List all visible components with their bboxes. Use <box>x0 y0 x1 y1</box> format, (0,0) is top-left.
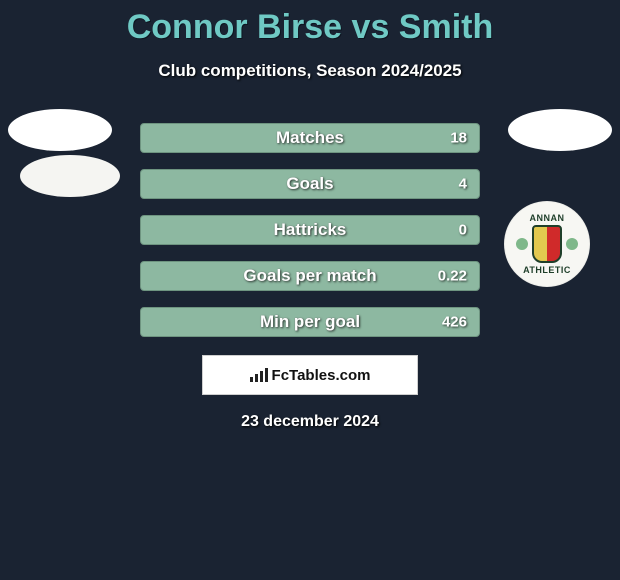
stat-bar: Min per goal 426 <box>140 307 480 337</box>
stat-row: Matches 18 <box>0 115 620 161</box>
barchart-icon <box>250 368 268 382</box>
stat-row: Hattricks 0 <box>0 207 620 253</box>
stat-bar: Hattricks 0 <box>140 215 480 245</box>
stat-label: Goals <box>286 174 333 194</box>
stat-value: 0.22 <box>438 268 467 285</box>
comparison-card: Connor Birse vs Smith Club competitions,… <box>0 0 620 431</box>
brand-pill[interactable]: FcTables.com <box>202 355 418 395</box>
stat-label: Goals per match <box>243 266 376 286</box>
stat-bar: Goals per match 0.22 <box>140 261 480 291</box>
player-left-club-badge <box>20 155 120 197</box>
stat-row: Min per goal 426 <box>0 299 620 345</box>
player-left-avatar <box>8 109 112 151</box>
stats-section: Matches 18 Goals 4 ANNAN ATHLETIC <box>0 115 620 345</box>
date-text: 23 december 2024 <box>0 413 620 431</box>
player-right-avatar <box>508 109 612 151</box>
brand-text: FcTables.com <box>272 367 371 384</box>
stat-row: Goals 4 ANNAN ATHLETIC <box>0 161 620 207</box>
stat-value: 426 <box>442 314 467 331</box>
stat-value: 4 <box>459 176 467 193</box>
stat-value: 18 <box>450 130 467 147</box>
stat-label: Matches <box>276 128 344 148</box>
stat-value: 0 <box>459 222 467 239</box>
page-title: Connor Birse vs Smith <box>0 8 620 47</box>
stat-bar: Matches 18 <box>140 123 480 153</box>
stat-label: Min per goal <box>260 312 360 332</box>
stat-row: Goals per match 0.22 <box>0 253 620 299</box>
stat-label: Hattricks <box>274 220 347 240</box>
subtitle: Club competitions, Season 2024/2025 <box>0 61 620 81</box>
stat-bar: Goals 4 <box>140 169 480 199</box>
